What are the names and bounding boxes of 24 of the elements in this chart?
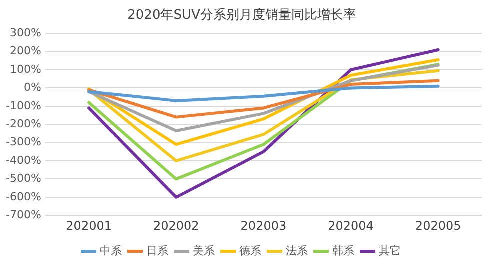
x-tick-label: 202004 <box>328 218 374 233</box>
legend-label: 德系 <box>239 244 262 258</box>
legend-label: 日系 <box>146 244 168 258</box>
x-tick-label: 202003 <box>240 218 287 233</box>
y-tick-label: -300% <box>6 136 42 149</box>
x-tick-label: 202005 <box>415 218 462 233</box>
legend-label: 美系 <box>192 244 215 258</box>
y-tick-label: -700% <box>6 208 42 222</box>
x-tick-label: 202001 <box>66 218 112 233</box>
y-tick-label: -400% <box>6 154 42 167</box>
x-tick-label: 202002 <box>153 218 200 233</box>
y-tick-label: -100% <box>6 99 42 112</box>
y-tick-label: -500% <box>6 172 42 186</box>
chart-title: 2020年SUV分系别月度销量同比增长率 <box>128 7 356 24</box>
legend-label: 韩系 <box>332 244 354 258</box>
y-tick-label: -200% <box>6 117 42 130</box>
y-tick-label: -600% <box>6 190 42 204</box>
legend-label: 法系 <box>286 244 308 258</box>
y-tick-label: 200% <box>10 44 42 58</box>
y-tick-label: 100% <box>10 62 42 76</box>
legend-label: 中系 <box>100 244 122 258</box>
y-tick-label: 300% <box>10 26 42 40</box>
y-tick-label: 0% <box>24 81 42 94</box>
legend-label: 其它 <box>378 244 401 258</box>
